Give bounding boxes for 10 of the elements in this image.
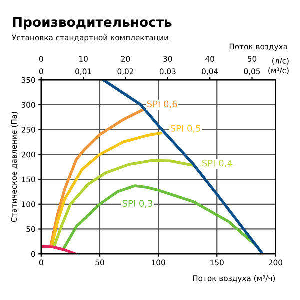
line-series [50,132,162,248]
line-series [102,80,264,254]
series-label: SPI 0,4 [202,160,232,168]
line-series [52,159,196,248]
line-series [41,245,77,254]
series-label: SPI 0,6 [147,100,178,108]
chart-title: Производительность [13,17,172,30]
series-label: SPI 0,5 [170,125,201,133]
series-label: SPI 0,3 [122,200,153,208]
line-series [62,184,256,251]
